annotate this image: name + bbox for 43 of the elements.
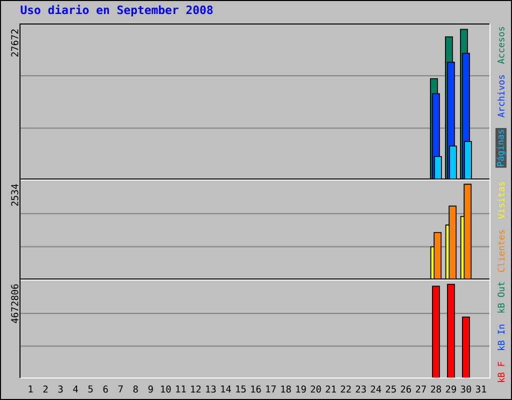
legend-label: kB In xyxy=(498,324,504,350)
x-tick-label: 2 xyxy=(43,386,48,393)
x-tick-label: 27 xyxy=(416,386,426,393)
x-tick-label: 11 xyxy=(176,386,186,392)
text: Archivos xyxy=(498,75,504,118)
x-tick-label: 4 xyxy=(73,386,78,392)
x-tick-label: 30 xyxy=(460,386,472,393)
x-tick-label: 17 xyxy=(266,386,276,392)
x-tick-label: 23 xyxy=(356,386,366,393)
text: 4672806 xyxy=(11,284,18,324)
x-tick-label: 24 xyxy=(370,386,382,393)
x-tick-label: 12 xyxy=(191,386,201,393)
x-tick-label: 26 xyxy=(400,386,411,393)
x-tick-label: 16 xyxy=(251,386,261,393)
legend-label: kB Out xyxy=(498,282,504,313)
x-tick-label: 10 xyxy=(161,386,171,393)
chart-title: Uso diario en September 2008 xyxy=(20,4,213,16)
x-tick-label: 25 xyxy=(386,386,396,393)
x-tick-label: 5 xyxy=(88,386,93,393)
text: kB F xyxy=(498,362,504,382)
x-tick-label: 20 xyxy=(310,386,321,393)
x-tick-label: 7 xyxy=(118,386,123,392)
text: Páginas xyxy=(496,130,506,166)
text: 2534 xyxy=(11,184,18,206)
x-tick-label: 18 xyxy=(281,386,291,393)
x-tick-label: 31 xyxy=(476,386,486,393)
x-tick-label: 21 xyxy=(326,386,336,393)
x-tick-label: 8 xyxy=(133,386,138,393)
text: Visitas xyxy=(498,182,504,219)
x-tick-label: 15 xyxy=(236,386,246,393)
x-tick-label: 9 xyxy=(148,386,153,393)
x-tick-label: 22 xyxy=(340,386,351,393)
x-tick-label: 29 xyxy=(446,386,456,393)
x-tick-label: 1 xyxy=(28,386,33,392)
x-tick-label: 19 xyxy=(296,386,306,393)
x-tick-label: 3 xyxy=(58,386,63,393)
x-tick-label: 6 xyxy=(103,386,108,393)
text: Clientes xyxy=(498,230,504,272)
x-tick-label: 28 xyxy=(430,386,442,393)
text: 27672 xyxy=(11,30,18,56)
text: Accesos xyxy=(498,27,504,64)
x-tick-label: 14 xyxy=(221,386,231,392)
x-tick-label: 13 xyxy=(206,386,216,393)
